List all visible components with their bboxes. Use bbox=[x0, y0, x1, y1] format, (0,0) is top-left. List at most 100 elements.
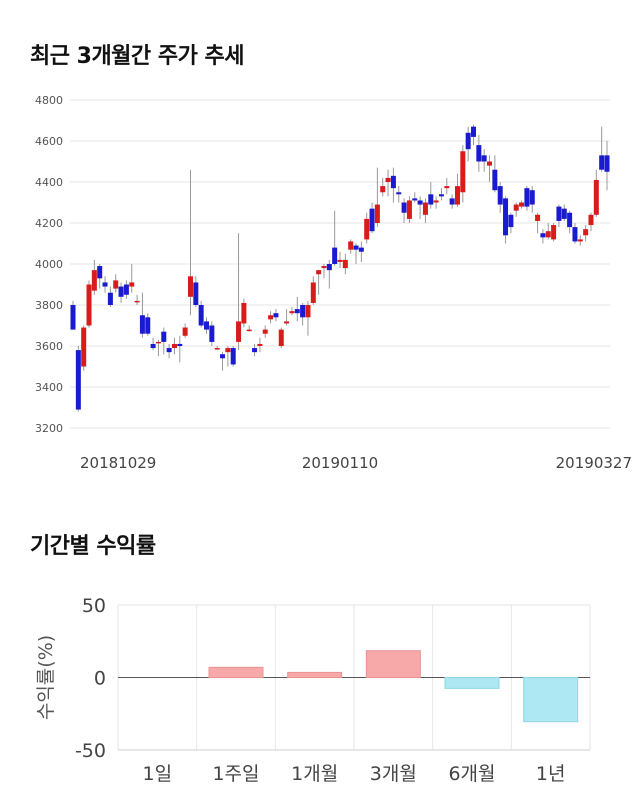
candle bbox=[358, 247, 364, 252]
returns-y-label: 수익률(%) bbox=[35, 635, 57, 720]
candle bbox=[508, 214, 514, 228]
candle bbox=[567, 212, 573, 228]
candle bbox=[316, 270, 322, 275]
candle bbox=[535, 214, 541, 221]
returns-title: 기간별 수익률 bbox=[30, 534, 156, 559]
candle bbox=[369, 208, 375, 232]
candle bbox=[310, 282, 316, 303]
candle bbox=[182, 327, 188, 336]
candle bbox=[81, 327, 87, 367]
candle bbox=[449, 198, 455, 205]
price-x-tick: 20181029 bbox=[80, 454, 156, 472]
candle bbox=[551, 225, 557, 240]
candle bbox=[401, 202, 407, 213]
candle bbox=[492, 169, 498, 191]
price-y-tick: 3200 bbox=[35, 422, 63, 435]
candle bbox=[348, 241, 354, 250]
candle bbox=[364, 218, 370, 240]
price-y-tick: 3600 bbox=[35, 340, 63, 353]
returns-y-tick: -50 bbox=[75, 740, 106, 762]
price-x-tick: 20190110 bbox=[302, 454, 378, 472]
candle bbox=[396, 192, 402, 195]
returns-x-tick: 6개월 bbox=[448, 763, 495, 785]
returns-bar bbox=[208, 666, 264, 678]
candle bbox=[129, 282, 135, 287]
returns-bar bbox=[523, 677, 579, 723]
candle bbox=[513, 204, 519, 211]
price-y-tick: 4200 bbox=[35, 217, 63, 230]
candle bbox=[593, 179, 599, 215]
candle bbox=[503, 198, 509, 236]
returns-bar bbox=[444, 677, 500, 689]
candle bbox=[75, 350, 81, 410]
candle bbox=[519, 202, 525, 207]
candle bbox=[102, 282, 108, 287]
returns-bar bbox=[365, 650, 421, 678]
price-trend-title: 최근 3개월간 주가 추세 bbox=[30, 44, 244, 69]
candle bbox=[481, 155, 487, 162]
candle bbox=[198, 305, 204, 326]
candle bbox=[321, 266, 327, 269]
candle bbox=[604, 155, 610, 172]
candle bbox=[406, 200, 412, 219]
returns-x-tick: 1년 bbox=[536, 763, 566, 785]
candle bbox=[588, 214, 594, 226]
candle bbox=[209, 325, 215, 342]
candle bbox=[187, 276, 193, 297]
candle bbox=[86, 284, 92, 326]
candle bbox=[422, 202, 428, 215]
candle bbox=[204, 321, 209, 330]
candle bbox=[262, 329, 268, 334]
returns-x-tick: 1개월 bbox=[291, 763, 338, 785]
candle bbox=[252, 348, 258, 353]
candle bbox=[294, 309, 300, 314]
candle bbox=[428, 194, 434, 205]
candle bbox=[289, 311, 295, 314]
candle bbox=[337, 259, 343, 262]
price-y-tick: 4000 bbox=[35, 258, 63, 271]
candle bbox=[385, 177, 391, 182]
candle bbox=[460, 151, 466, 193]
candle bbox=[412, 198, 418, 201]
candle bbox=[476, 145, 482, 162]
candle bbox=[113, 280, 119, 289]
returns-x-tick: 3개월 bbox=[370, 763, 417, 785]
candle bbox=[166, 348, 172, 353]
candle bbox=[268, 315, 274, 320]
candle bbox=[123, 284, 129, 295]
candle bbox=[214, 348, 220, 350]
candle bbox=[497, 186, 503, 205]
candle bbox=[540, 233, 546, 238]
candle bbox=[583, 229, 589, 236]
candle bbox=[556, 206, 562, 221]
returns-y-tick: 50 bbox=[82, 595, 106, 617]
price-y-tick: 3400 bbox=[35, 381, 63, 394]
candle bbox=[171, 343, 177, 349]
candle bbox=[599, 155, 605, 170]
candle bbox=[390, 175, 396, 189]
returns-x-tick: 1주일 bbox=[212, 763, 259, 785]
candle bbox=[225, 348, 231, 353]
candle bbox=[177, 343, 183, 346]
candle bbox=[246, 329, 252, 332]
price-y-tick: 4400 bbox=[35, 176, 63, 189]
price-y-tick: 3800 bbox=[35, 299, 63, 312]
candle bbox=[353, 245, 359, 250]
candle bbox=[342, 259, 348, 269]
candle bbox=[471, 126, 476, 137]
candle bbox=[454, 186, 460, 205]
candle bbox=[161, 331, 167, 342]
returns-y-tick: 0 bbox=[94, 668, 106, 690]
candle bbox=[487, 161, 493, 166]
candle bbox=[438, 194, 444, 197]
candle bbox=[241, 302, 247, 324]
candle bbox=[118, 286, 124, 297]
candle bbox=[561, 208, 567, 219]
candle bbox=[300, 305, 306, 318]
price-y-tick: 4800 bbox=[35, 94, 63, 107]
candle bbox=[433, 200, 439, 203]
candle bbox=[278, 329, 284, 346]
candle bbox=[444, 186, 450, 189]
candle bbox=[577, 239, 583, 242]
